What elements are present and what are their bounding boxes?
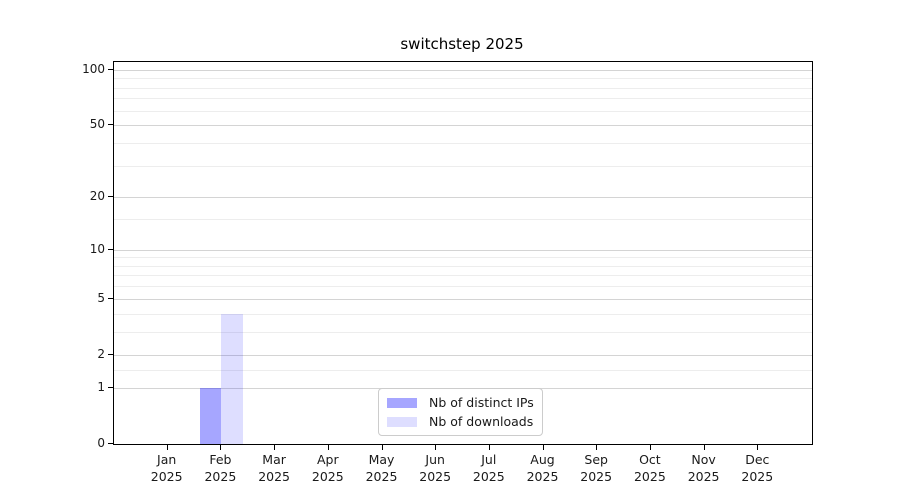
- legend: Nb of distinct IPs Nb of downloads: [378, 388, 543, 436]
- gridline-minor: [114, 219, 812, 221]
- y-tick: [108, 443, 113, 444]
- y-tick-label: 20: [89, 189, 105, 204]
- y-tick: [108, 353, 113, 355]
- y-tick: [108, 297, 113, 299]
- x-tick-label: Dec 2025: [725, 451, 789, 485]
- legend-swatch-downloads: [387, 416, 417, 427]
- gridline-major: [114, 197, 812, 199]
- chart-title: switchstep 2025: [400, 35, 524, 53]
- gridline-minor: [114, 110, 812, 112]
- x-tick-month: Nov: [691, 452, 716, 467]
- x-tick: [327, 445, 329, 450]
- x-tick-label: Aug 2025: [511, 451, 575, 485]
- x-tick: [381, 445, 383, 450]
- gridline-minor: [114, 275, 812, 277]
- x-tick-year: 2025: [580, 469, 613, 484]
- x-tick-month: Aug: [530, 452, 555, 467]
- x-tick-label: May 2025: [350, 451, 414, 485]
- x-tick-label: Apr 2025: [296, 451, 360, 485]
- x-tick-year: 2025: [419, 469, 452, 484]
- x-tick-year: 2025: [204, 469, 237, 484]
- legend-swatch-distinct-ips: [387, 397, 417, 408]
- gridline-major: [114, 354, 812, 356]
- bar-downloads: [221, 313, 243, 444]
- y-tick-label: 2: [97, 346, 105, 361]
- x-tick-label: Jan 2025: [135, 451, 199, 485]
- x-tick-month: Feb: [209, 452, 232, 467]
- x-tick-year: 2025: [258, 469, 290, 484]
- y-tick-label: 50: [89, 117, 105, 132]
- x-tick-month: Dec: [745, 452, 770, 467]
- gridline-major: [114, 125, 812, 127]
- x-tick: [757, 445, 759, 450]
- y-tick-label: 100: [82, 61, 105, 76]
- y-tick: [108, 68, 113, 70]
- x-tick-month: Apr: [316, 452, 339, 467]
- gridline-major: [114, 298, 812, 300]
- x-tick: [596, 445, 598, 450]
- x-tick-year: 2025: [633, 469, 666, 484]
- gridline-minor: [114, 257, 812, 259]
- y-tick-label: 1: [97, 379, 105, 394]
- gridline-minor: [114, 286, 812, 288]
- x-tick-month: Jan: [157, 452, 177, 467]
- x-tick: [166, 445, 168, 450]
- x-tick-label: Nov 2025: [672, 451, 736, 485]
- gridline-minor: [114, 331, 812, 333]
- y-tick: [108, 248, 113, 250]
- x-tick-year: 2025: [472, 469, 505, 484]
- x-tick-label: Feb 2025: [188, 451, 252, 485]
- x-tick-label: Mar 2025: [242, 451, 306, 485]
- gridline-minor: [114, 313, 812, 315]
- x-tick: [703, 445, 705, 450]
- gridline-minor: [114, 78, 812, 80]
- gridline-minor: [114, 165, 812, 167]
- plot-area: [113, 61, 813, 445]
- x-tick-month: Oct: [639, 452, 661, 467]
- x-tick-label: Jul 2025: [457, 451, 521, 485]
- x-tick: [488, 445, 490, 450]
- x-tick: [649, 445, 651, 450]
- x-tick: [220, 445, 222, 450]
- legend-label-distinct-ips: Nb of distinct IPs: [429, 395, 534, 410]
- x-tick-year: 2025: [741, 469, 774, 484]
- x-tick-year: 2025: [526, 469, 559, 484]
- legend-label-downloads: Nb of downloads: [429, 414, 534, 429]
- x-tick-month: Jul: [481, 452, 497, 467]
- gridline-minor: [114, 265, 812, 267]
- gridline-major: [114, 69, 812, 71]
- y-tick: [108, 386, 113, 388]
- x-tick-year: 2025: [150, 469, 183, 484]
- gridline-minor: [114, 142, 812, 144]
- y-tick-label: 10: [89, 241, 105, 256]
- gridline-minor: [114, 98, 812, 100]
- x-tick-year: 2025: [311, 469, 344, 484]
- legend-entry-distinct-ips: Nb of distinct IPs: [387, 395, 542, 410]
- gridline-minor: [114, 87, 812, 89]
- x-tick-month: May: [368, 452, 395, 467]
- x-tick-month: Sep: [584, 452, 608, 467]
- x-tick-label: Sep 2025: [564, 451, 628, 485]
- x-tick-month: Mar: [262, 452, 286, 467]
- y-tick: [108, 196, 113, 198]
- x-tick-year: 2025: [365, 469, 398, 484]
- y-tick-label: 0: [97, 436, 105, 450]
- bar-distinct-ips: [199, 387, 222, 444]
- x-tick-month: Jun: [425, 452, 445, 467]
- y-tick: [108, 124, 113, 126]
- y-tick-label: 5: [97, 290, 105, 305]
- x-tick-label: Oct 2025: [618, 451, 682, 485]
- x-tick: [274, 445, 276, 450]
- gridline-major: [114, 249, 812, 251]
- x-tick: [542, 445, 544, 450]
- gridline-minor: [114, 369, 812, 371]
- x-tick-label: Jun 2025: [403, 451, 467, 485]
- legend-entry-downloads: Nb of downloads: [387, 414, 542, 429]
- x-tick: [435, 445, 437, 450]
- x-tick-year: 2025: [687, 469, 720, 484]
